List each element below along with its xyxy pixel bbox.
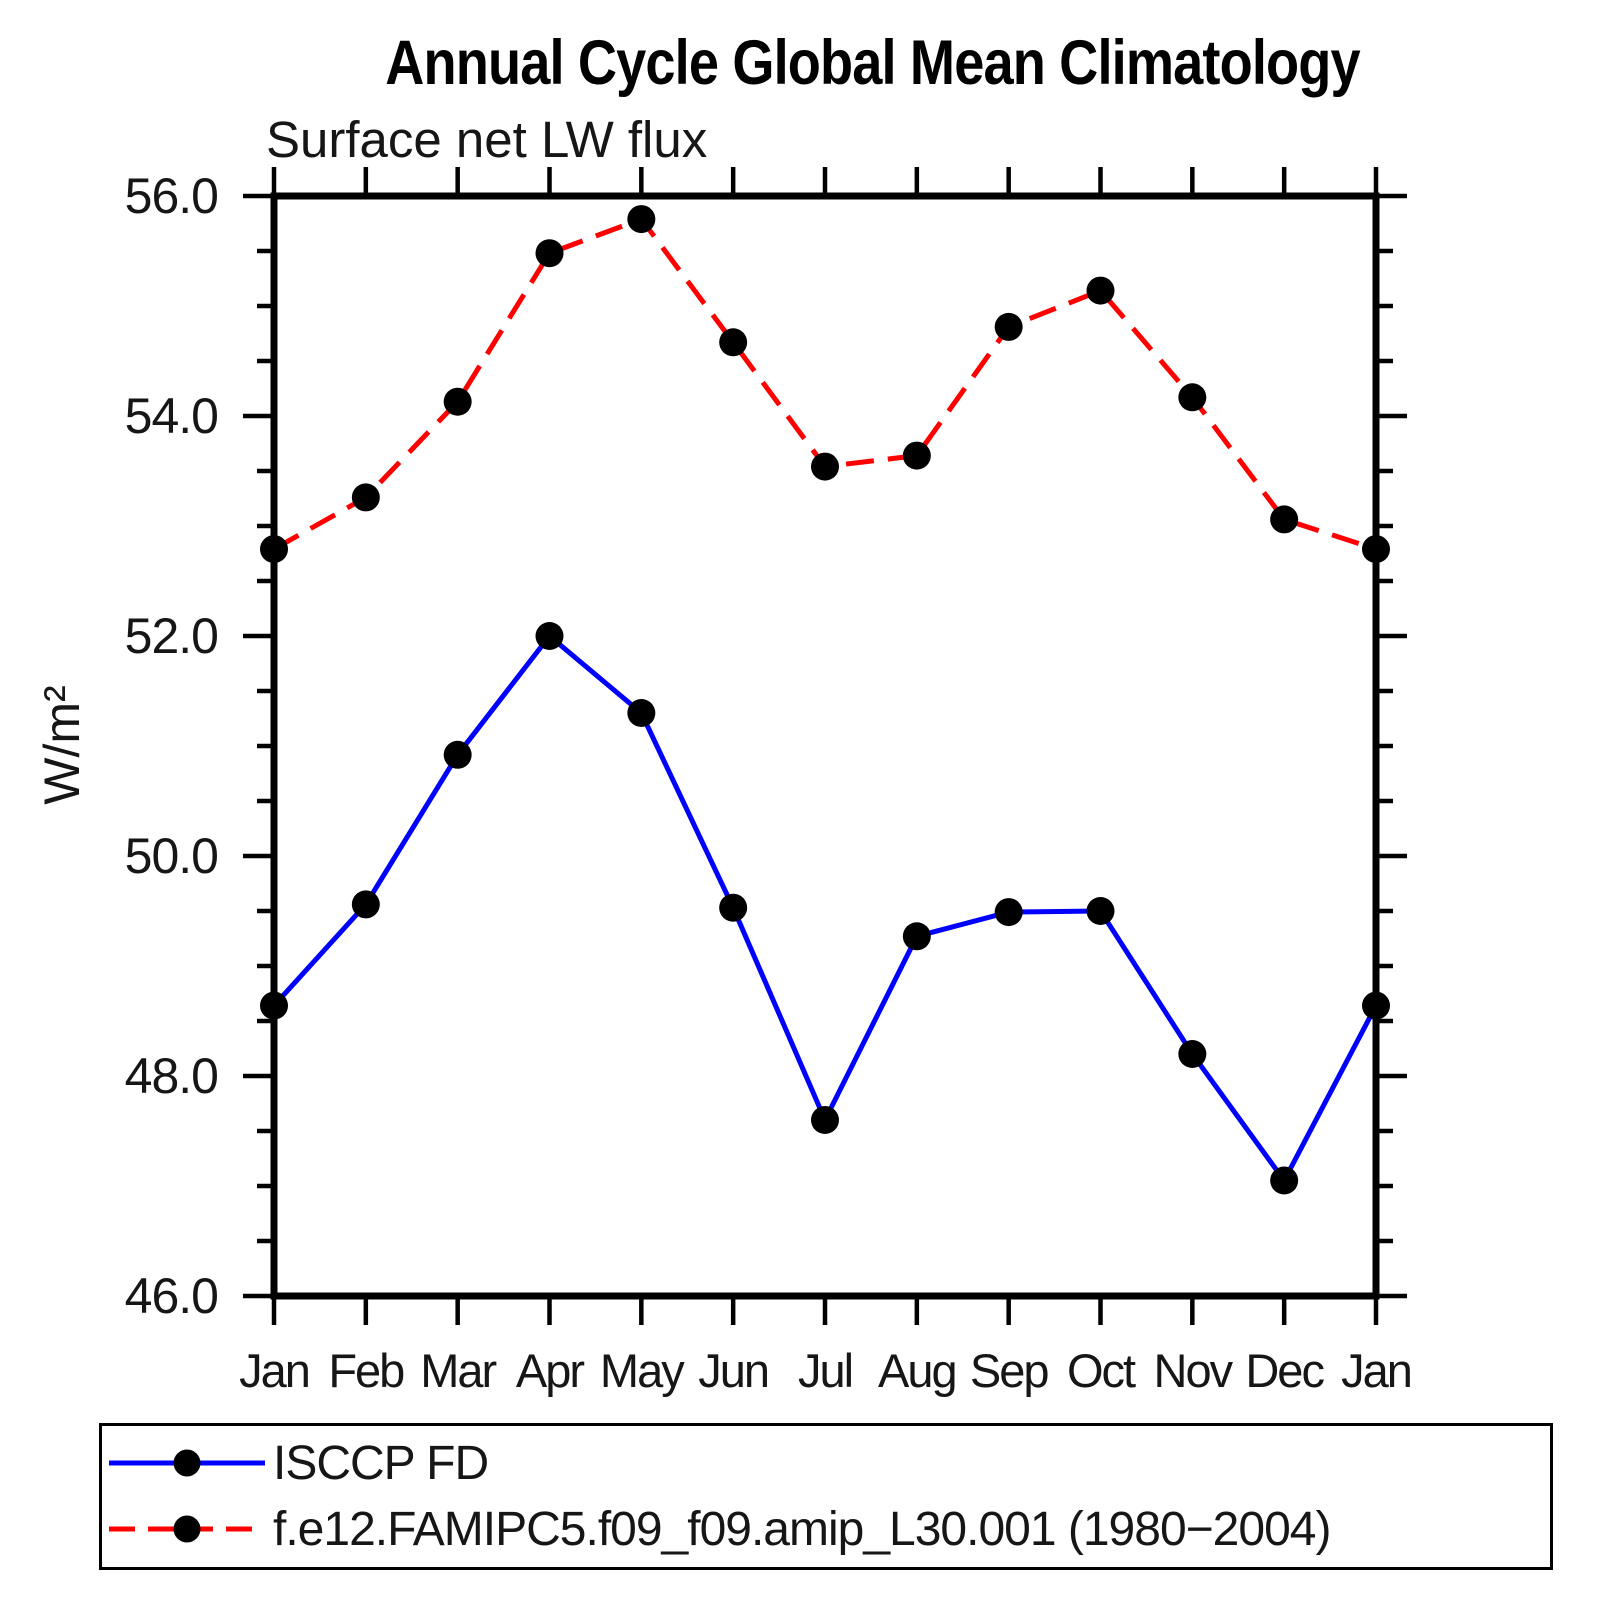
data-point-marker (811, 1106, 839, 1134)
x-tick-label: Jan (1341, 1344, 1411, 1397)
data-point-marker (1270, 505, 1299, 534)
data-point-marker (1086, 276, 1115, 305)
series-markers-1 (260, 205, 1390, 564)
series-line-1 (272, 216, 1377, 552)
data-point-marker (1270, 1166, 1299, 1195)
x-tick-label: Sep (970, 1344, 1048, 1397)
data-point-marker (535, 622, 564, 650)
chart-subtitle: Surface net LW flux (266, 111, 708, 168)
data-point-marker (994, 312, 1023, 341)
data-point-marker (443, 387, 472, 416)
x-tick-label: Mar (420, 1344, 496, 1397)
data-point-marker (902, 922, 931, 951)
data-point-marker (1086, 897, 1115, 925)
y-tick-label: 50.0 (125, 828, 218, 884)
data-point-marker (1178, 1040, 1207, 1068)
data-point-marker (1362, 535, 1390, 564)
legend-label: ISCCP FD (273, 1436, 489, 1490)
legend-marker (173, 1515, 201, 1543)
x-tick-label: Apr (516, 1344, 584, 1397)
x-tick-label: Oct (1067, 1344, 1136, 1397)
y-tick-label: 54.0 (125, 388, 218, 444)
x-tick-label: May (600, 1344, 685, 1397)
y-tick-label: 48.0 (125, 1048, 218, 1104)
y-tick-label: 52.0 (125, 608, 218, 664)
x-tick-label: Nov (1154, 1344, 1234, 1397)
data-point-marker (351, 483, 380, 512)
data-point-marker (719, 328, 748, 357)
x-tick-label: Feb (328, 1344, 404, 1397)
data-point-marker (535, 239, 564, 268)
data-point-marker (627, 699, 656, 727)
legend-item-1: f.e12.FAMIPC5.f09_f09.amip_L30.001 (1980… (105, 1502, 1331, 1556)
data-point-marker (627, 205, 656, 234)
x-tick-label: Jun (698, 1344, 768, 1397)
x-tick-label: Jan (239, 1344, 309, 1397)
data-point-marker (1178, 383, 1207, 412)
chart-title: Annual Cycle Global Mean Climatology (385, 28, 1360, 98)
x-tick-label: Dec (1245, 1344, 1324, 1397)
legend-item-0: ISCCP FD (105, 1436, 489, 1490)
series-markers-0 (260, 622, 1390, 1195)
legend-marker (173, 1449, 201, 1477)
data-point-marker (260, 535, 288, 564)
series-line-0 (272, 632, 1379, 1186)
legend-line-sample (109, 1449, 265, 1477)
legend-line-sample (109, 1515, 265, 1543)
y-tick-label: 56.0 (125, 168, 218, 224)
y-tick-label: 46.0 (125, 1268, 218, 1324)
data-point-marker (443, 740, 472, 769)
x-tick-label: Aug (878, 1344, 956, 1397)
data-point-marker (719, 893, 748, 922)
legend-label: f.e12.FAMIPC5.f09_f09.amip_L30.001 (1980… (273, 1502, 1331, 1556)
legend-box: ISCCP FD f.e12.FAMIPC5.f09_f09.amip_L30.0… (99, 1423, 1553, 1570)
data-point-marker (994, 898, 1023, 927)
data-point-marker (811, 452, 839, 481)
x-tick-label: Jul (798, 1344, 852, 1397)
data-point-marker (260, 991, 288, 1020)
data-point-marker (902, 441, 931, 470)
data-point-marker (351, 890, 380, 919)
data-point-marker (1362, 991, 1390, 1020)
